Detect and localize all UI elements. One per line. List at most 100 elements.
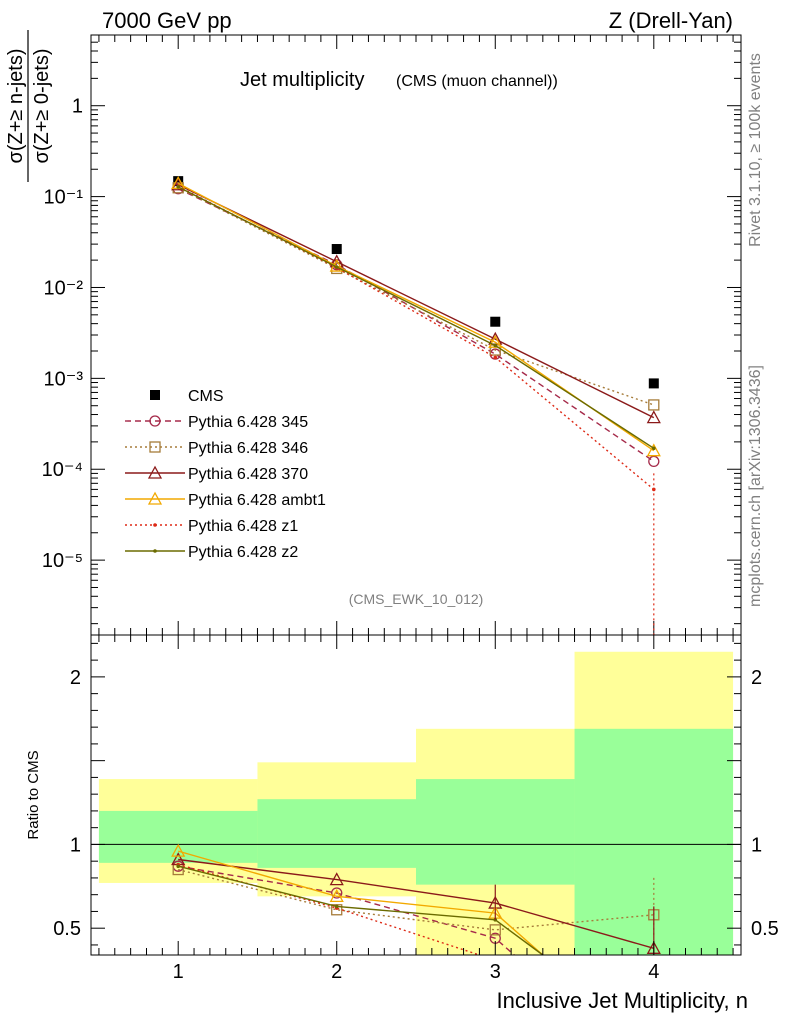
legend-entry: Pythia 6.428 346: [125, 440, 308, 457]
data-point: [171, 843, 186, 857]
y-tick-label: 10⁻²: [44, 277, 84, 299]
y-tick-label: 10⁻⁴: [42, 459, 83, 481]
ratio-line: [178, 858, 654, 949]
rivet-label: Rivet 3.1.10, ≥ 100k events: [747, 53, 764, 247]
ratio-ticks: [91, 635, 741, 955]
ratio-pythia-6-428-ambt1: [171, 843, 544, 956]
data-point: [147, 465, 163, 479]
data-point: [648, 455, 660, 468]
ratio-pythia-6-428-370: [171, 852, 661, 954]
x-tick-labels: 1 2 3 4: [173, 961, 660, 983]
ratio-series: [171, 843, 661, 956]
legend-entry: CMS: [150, 388, 224, 405]
data-point: [648, 399, 660, 411]
y-tick-label: 10⁻¹: [44, 187, 84, 209]
data-point: [153, 523, 157, 527]
x-tick-label: 2: [331, 961, 342, 983]
series-cms: [173, 176, 659, 389]
ratio-y-tick-label: 1: [70, 834, 81, 856]
ratio-line: [178, 865, 544, 956]
y-label-numerator: σ(Z+≥ n-jets): [5, 49, 27, 164]
data-point: [150, 390, 160, 400]
ratio-panel: 0.5 0.5 1 1 2 2 1 2 3 4 Ratio to CMS Inclusive J…: [25, 634, 779, 1013]
main-y-axis-label: σ(Z+≥ n-jets) σ(Z+≥ 0-jets): [5, 30, 53, 182]
mcplots-label: mcplots.cern.ch [arXiv:1306.3436]: [747, 365, 764, 607]
chart-title: Jet multiplicity: [240, 69, 364, 91]
data-point: [646, 443, 661, 457]
legend-entry: Pythia 6.428 z1: [125, 518, 298, 535]
legend-label: Pythia 6.428 345: [188, 414, 308, 431]
data-point: [648, 378, 659, 389]
y-tick-label: 10⁻³: [44, 368, 84, 390]
data-point: [490, 316, 501, 327]
data-point: [331, 244, 342, 255]
ratio-y-tick-label-right: 0.5: [751, 918, 779, 940]
ratio-line: [178, 850, 544, 956]
analysis-tag: (CMS_EWK_10_012): [349, 591, 484, 607]
legend-entry: Pythia 6.428 345: [125, 414, 308, 431]
header-right: Z (Drell-Yan): [609, 8, 733, 33]
data-point: [334, 904, 339, 909]
data-point: [153, 549, 157, 553]
data-point: [652, 446, 656, 451]
data-point: [147, 491, 163, 505]
ratio-y-axis-label: Ratio to CMS: [25, 750, 42, 839]
series-line: [177, 184, 655, 419]
ratio-y-tick-label-right: 1: [751, 834, 762, 856]
legend: CMS Pythia 6.428 345 Pythia 6.428 346 Pythi…: [125, 388, 326, 561]
series-pythia-6-428-z2: [176, 185, 656, 451]
series-pythia-6-428-370: [171, 177, 661, 424]
ratio-band-green: [98, 810, 258, 863]
x-tick-label: 3: [490, 961, 501, 983]
data-point: [173, 176, 184, 187]
main-series: [171, 175, 661, 635]
data-point: [329, 889, 344, 903]
legend-label: Pythia 6.428 ambt1: [188, 492, 326, 509]
y-label-denominator: σ(Z+≥ 0-jets): [31, 49, 53, 164]
legend-label: Pythia 6.428 z2: [188, 544, 298, 561]
data-point: [149, 441, 161, 453]
y-tick-label: 10⁻⁵: [42, 550, 83, 572]
ratio-y-tick-label-right: 2: [751, 667, 762, 689]
main-y-tick-labels: 1 10⁻¹ 10⁻² 10⁻³ 10⁻⁴ 10⁻⁵: [42, 96, 84, 572]
header-left: 7000 GeV pp: [102, 8, 232, 33]
series-pythia-6-428-346: [172, 182, 660, 411]
legend-entry: Pythia 6.428 ambt1: [125, 491, 326, 509]
legend-entry: Pythia 6.428 z2: [125, 544, 298, 561]
y-tick-label: 1: [72, 96, 83, 118]
data-point: [493, 343, 498, 348]
legend-entry: Pythia 6.428 370: [125, 465, 308, 483]
legend-label: CMS: [188, 388, 224, 405]
ratio-bands: [98, 651, 734, 955]
ratio-line: [178, 868, 654, 931]
ratio-line: [178, 865, 515, 956]
ratio-band-green: [257, 799, 416, 868]
data-point: [331, 887, 343, 899]
series-line: [177, 187, 655, 406]
main-panel: 1 10⁻¹ 10⁻² 10⁻³ 10⁻⁴ 10⁻⁵ Jet multiplicity (…: [42, 34, 742, 636]
data-point: [329, 872, 344, 886]
legend-label: Pythia 6.428 346: [188, 440, 308, 457]
data-point: [646, 410, 661, 424]
data-point: [176, 864, 180, 869]
data-point: [176, 185, 180, 189]
series-line: [177, 186, 655, 449]
legend-label: Pythia 6.428 z1: [188, 518, 298, 535]
data-point: [489, 924, 501, 936]
legend-label: Pythia 6.428 370: [188, 466, 308, 483]
data-point: [149, 415, 161, 427]
ratio-band-green: [416, 779, 575, 885]
ratio-y-tick-labels: 0.5 0.5 1 1 2 2: [53, 667, 779, 940]
series-line: [177, 188, 655, 462]
ratio-y-tick-label: 2: [70, 667, 81, 689]
data-point: [334, 265, 339, 269]
chart-subtitle: (CMS (muon channel)): [396, 73, 558, 90]
ratio-pythia-6-428-z2: [176, 864, 544, 956]
x-tick-label: 1: [173, 961, 184, 983]
data-point: [493, 355, 498, 360]
ratio-y-tick-label: 0.5: [53, 918, 81, 940]
x-tick-label: 4: [648, 961, 659, 983]
x-axis-label: Inclusive Jet Multiplicity, n: [497, 988, 748, 1013]
main-ticks: [91, 34, 741, 635]
